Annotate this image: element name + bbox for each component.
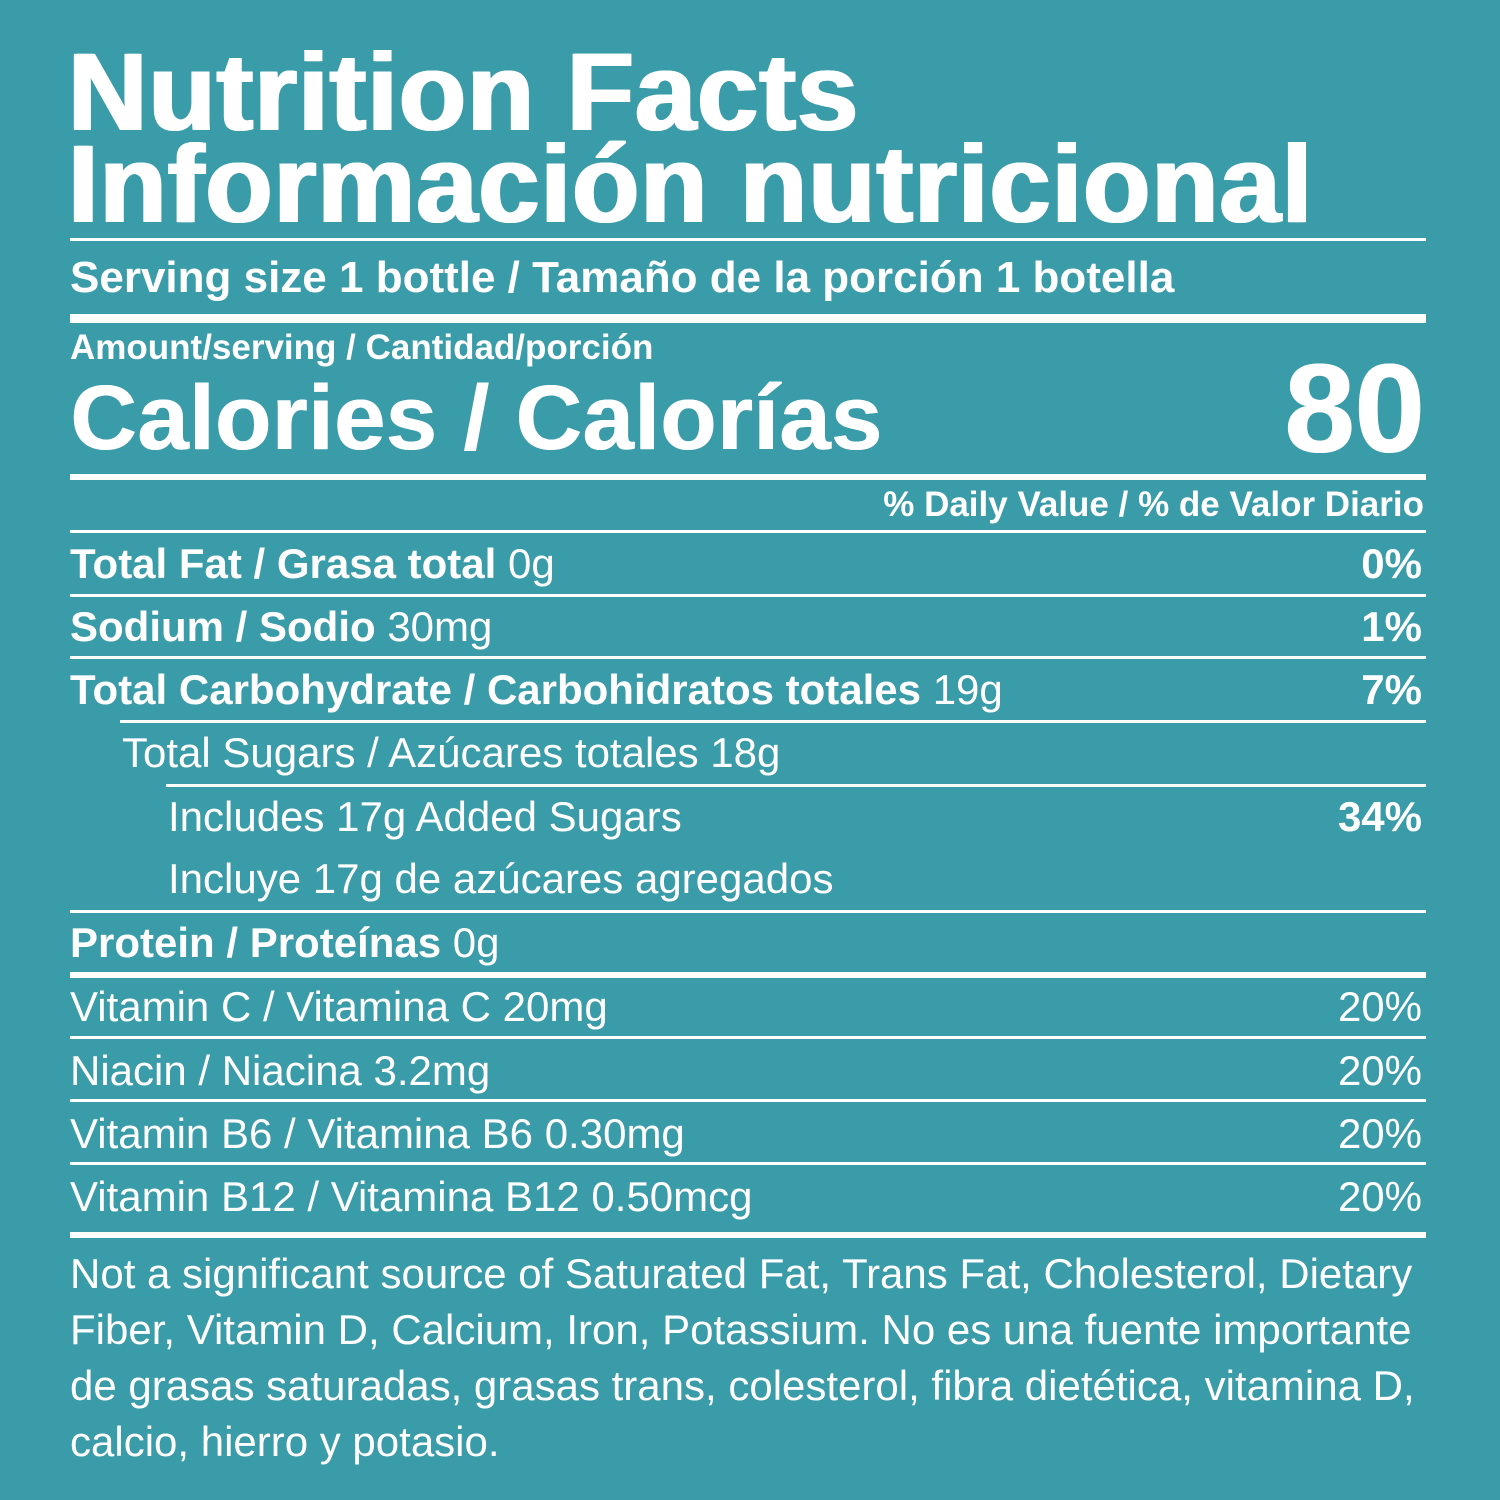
divider-thin-indented <box>120 720 1426 723</box>
daily-value-total-carbohydrate: 7% <box>1361 666 1422 713</box>
divider-thin <box>70 1162 1426 1165</box>
nutrient-row-added-sugars-english: Includes 17g Added Sugars <box>168 793 682 840</box>
divider-thin <box>70 656 1426 659</box>
divider-medium <box>70 972 1426 978</box>
nutrient-row-sodium: Sodium / Sodio 30mg <box>70 606 492 648</box>
nutrient-row-total-sugars: Total Sugars / Azúcares totales 18g <box>122 729 781 776</box>
daily-value-vitamin-c: 20% <box>1337 983 1422 1030</box>
nutrient-row-total-fat: Total Fat / Grasa total 0g <box>70 543 555 585</box>
divider-thick <box>70 314 1426 323</box>
divider-thin <box>70 594 1426 597</box>
divider-medium <box>70 474 1426 480</box>
daily-value-header: % Daily Value / % de Valor Diario <box>883 485 1424 524</box>
divider-thin <box>70 238 1426 241</box>
daily-value-vitamin-b6: 20% <box>1337 1110 1422 1157</box>
vitamin-row-niacin: Niacin / Niacina 3.2mg <box>70 1047 491 1094</box>
title-english: Nutrition Facts <box>68 31 860 154</box>
divider-thin <box>70 1099 1426 1102</box>
divider-medium <box>70 1232 1426 1238</box>
divider-thin <box>70 530 1426 533</box>
divider-thin <box>70 1036 1426 1039</box>
nutrient-amount: 0g <box>507 540 555 587</box>
vitamin-row-vitamin-c: Vitamin C / Vitamina C 20mg <box>70 983 608 1030</box>
daily-value-total-fat: 0% <box>1361 540 1422 587</box>
nutrient-amount: 0g <box>452 919 500 966</box>
nutrient-label: Protein / Proteínas <box>70 919 442 966</box>
amount-per-serving: Amount/serving / Cantidad/porción <box>70 328 654 367</box>
nutrient-row-protein: Protein / Proteínas 0g <box>70 922 499 964</box>
calories-label: Calories / Calorías <box>70 367 883 469</box>
calories-value: 80 <box>1283 338 1424 479</box>
nutrient-label: Sodium / Sodio <box>70 603 376 650</box>
serving-size: Serving size 1 bottle / Tamaño de la por… <box>70 253 1175 302</box>
title-spanish: Información nutricional <box>68 123 1314 246</box>
daily-value-vitamin-b12: 20% <box>1337 1173 1422 1220</box>
nutrient-row-added-sugars-spanish: Incluye 17g de azúcares agregados <box>168 855 834 902</box>
daily-value-added-sugars: 34% <box>1337 793 1422 840</box>
nutrient-label: Total Carbohydrate / Carbohidratos total… <box>70 666 922 713</box>
nutrient-amount: 30mg <box>387 603 493 650</box>
daily-value-niacin: 20% <box>1337 1047 1422 1094</box>
vitamin-row-vitamin-b6: Vitamin B6 / Vitamina B6 0.30mg <box>70 1110 685 1157</box>
daily-value-sodium: 1% <box>1361 603 1422 650</box>
divider-thin-indented <box>166 784 1426 787</box>
nutrient-row-total-carbohydrate: Total Carbohydrate / Carbohidratos total… <box>70 669 1003 711</box>
nutrient-label: Total Fat / Grasa total <box>70 540 497 587</box>
footnote: Not a significant source of Saturated Fa… <box>70 1250 1415 1465</box>
divider-thin <box>70 910 1426 913</box>
vitamin-row-vitamin-b12: Vitamin B12 / Vitamina B12 0.50mcg <box>70 1173 753 1220</box>
nutrient-amount: 19g <box>932 666 1003 713</box>
